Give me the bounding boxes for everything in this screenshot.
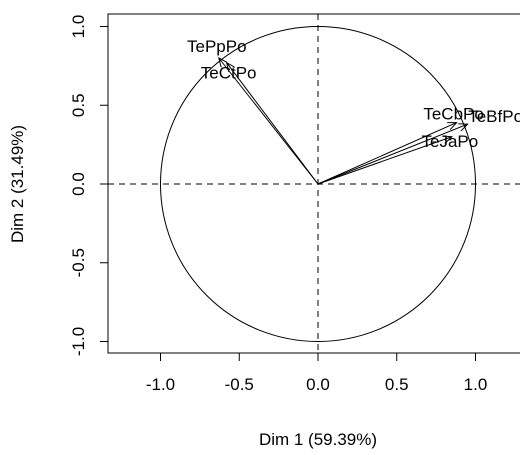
variable-label-tebfpo: TeBfPo xyxy=(468,107,520,126)
y-tick-label: 0.5 xyxy=(69,93,88,117)
y-tick-label: -1.0 xyxy=(69,327,88,356)
y-tick-label: 0.0 xyxy=(69,172,88,196)
unit-circle xyxy=(160,26,476,342)
y-axis-label: Dim 2 (31.49%) xyxy=(8,125,27,243)
x-axis-label: Dim 1 (59.39%) xyxy=(259,430,377,449)
x-tick-label: 0.5 xyxy=(385,375,409,394)
arrow-tepppo xyxy=(219,58,319,185)
arrow-tejapo xyxy=(317,137,452,185)
y-tick-label: 1.0 xyxy=(69,15,88,39)
y-tick-label: -0.5 xyxy=(69,248,88,277)
variable-label-tejapo: TeJaPo xyxy=(422,132,479,151)
arrow-tebfpo xyxy=(317,124,468,185)
arrow-tectpo xyxy=(227,63,319,185)
variable-label-tepppo: TePpPo xyxy=(187,37,247,56)
variable-label-tectpo: TeCtPo xyxy=(201,64,257,83)
x-tick-label: 1.0 xyxy=(464,375,488,394)
plot-frame xyxy=(107,13,520,354)
arrow-tecbpo xyxy=(317,123,457,185)
x-tick-label: 0.0 xyxy=(306,375,330,394)
x-tick-label: -0.5 xyxy=(225,375,254,394)
variable-label-tecbpo: TeCbPo xyxy=(423,105,483,124)
x-tick-label: -1.0 xyxy=(146,375,175,394)
